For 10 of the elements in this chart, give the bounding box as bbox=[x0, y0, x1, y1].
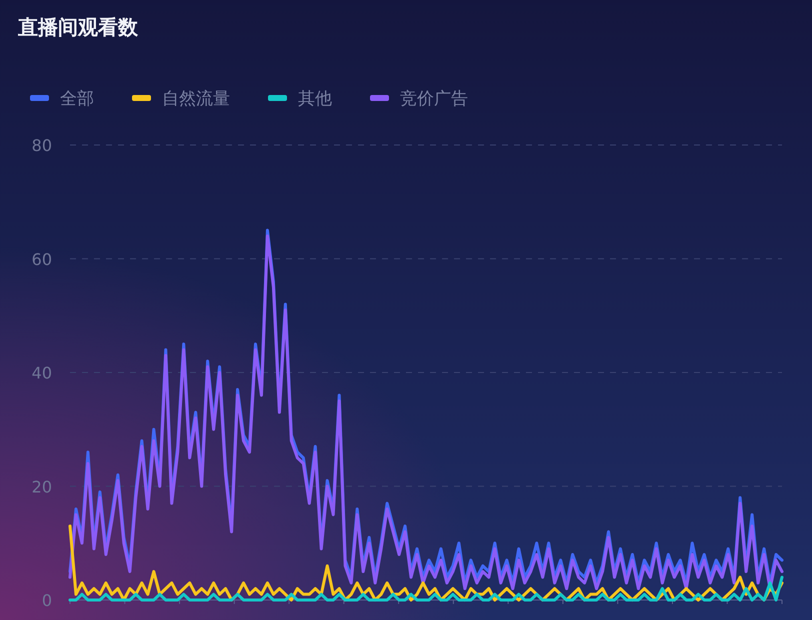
legend-label: 全部 bbox=[60, 89, 94, 109]
legend-label: 竞价广告 bbox=[400, 89, 468, 109]
chart-title: 直播间观看数 bbox=[17, 15, 139, 39]
y-tick-label: 40 bbox=[32, 364, 52, 382]
legend-label: 自然流量 bbox=[162, 89, 230, 109]
y-tick-label: 0 bbox=[42, 591, 52, 610]
y-tick-label: 20 bbox=[32, 477, 52, 496]
y-tick-label: 80 bbox=[32, 136, 52, 155]
legend-label: 其他 bbox=[298, 89, 332, 109]
y-tick-label: 60 bbox=[32, 250, 52, 269]
